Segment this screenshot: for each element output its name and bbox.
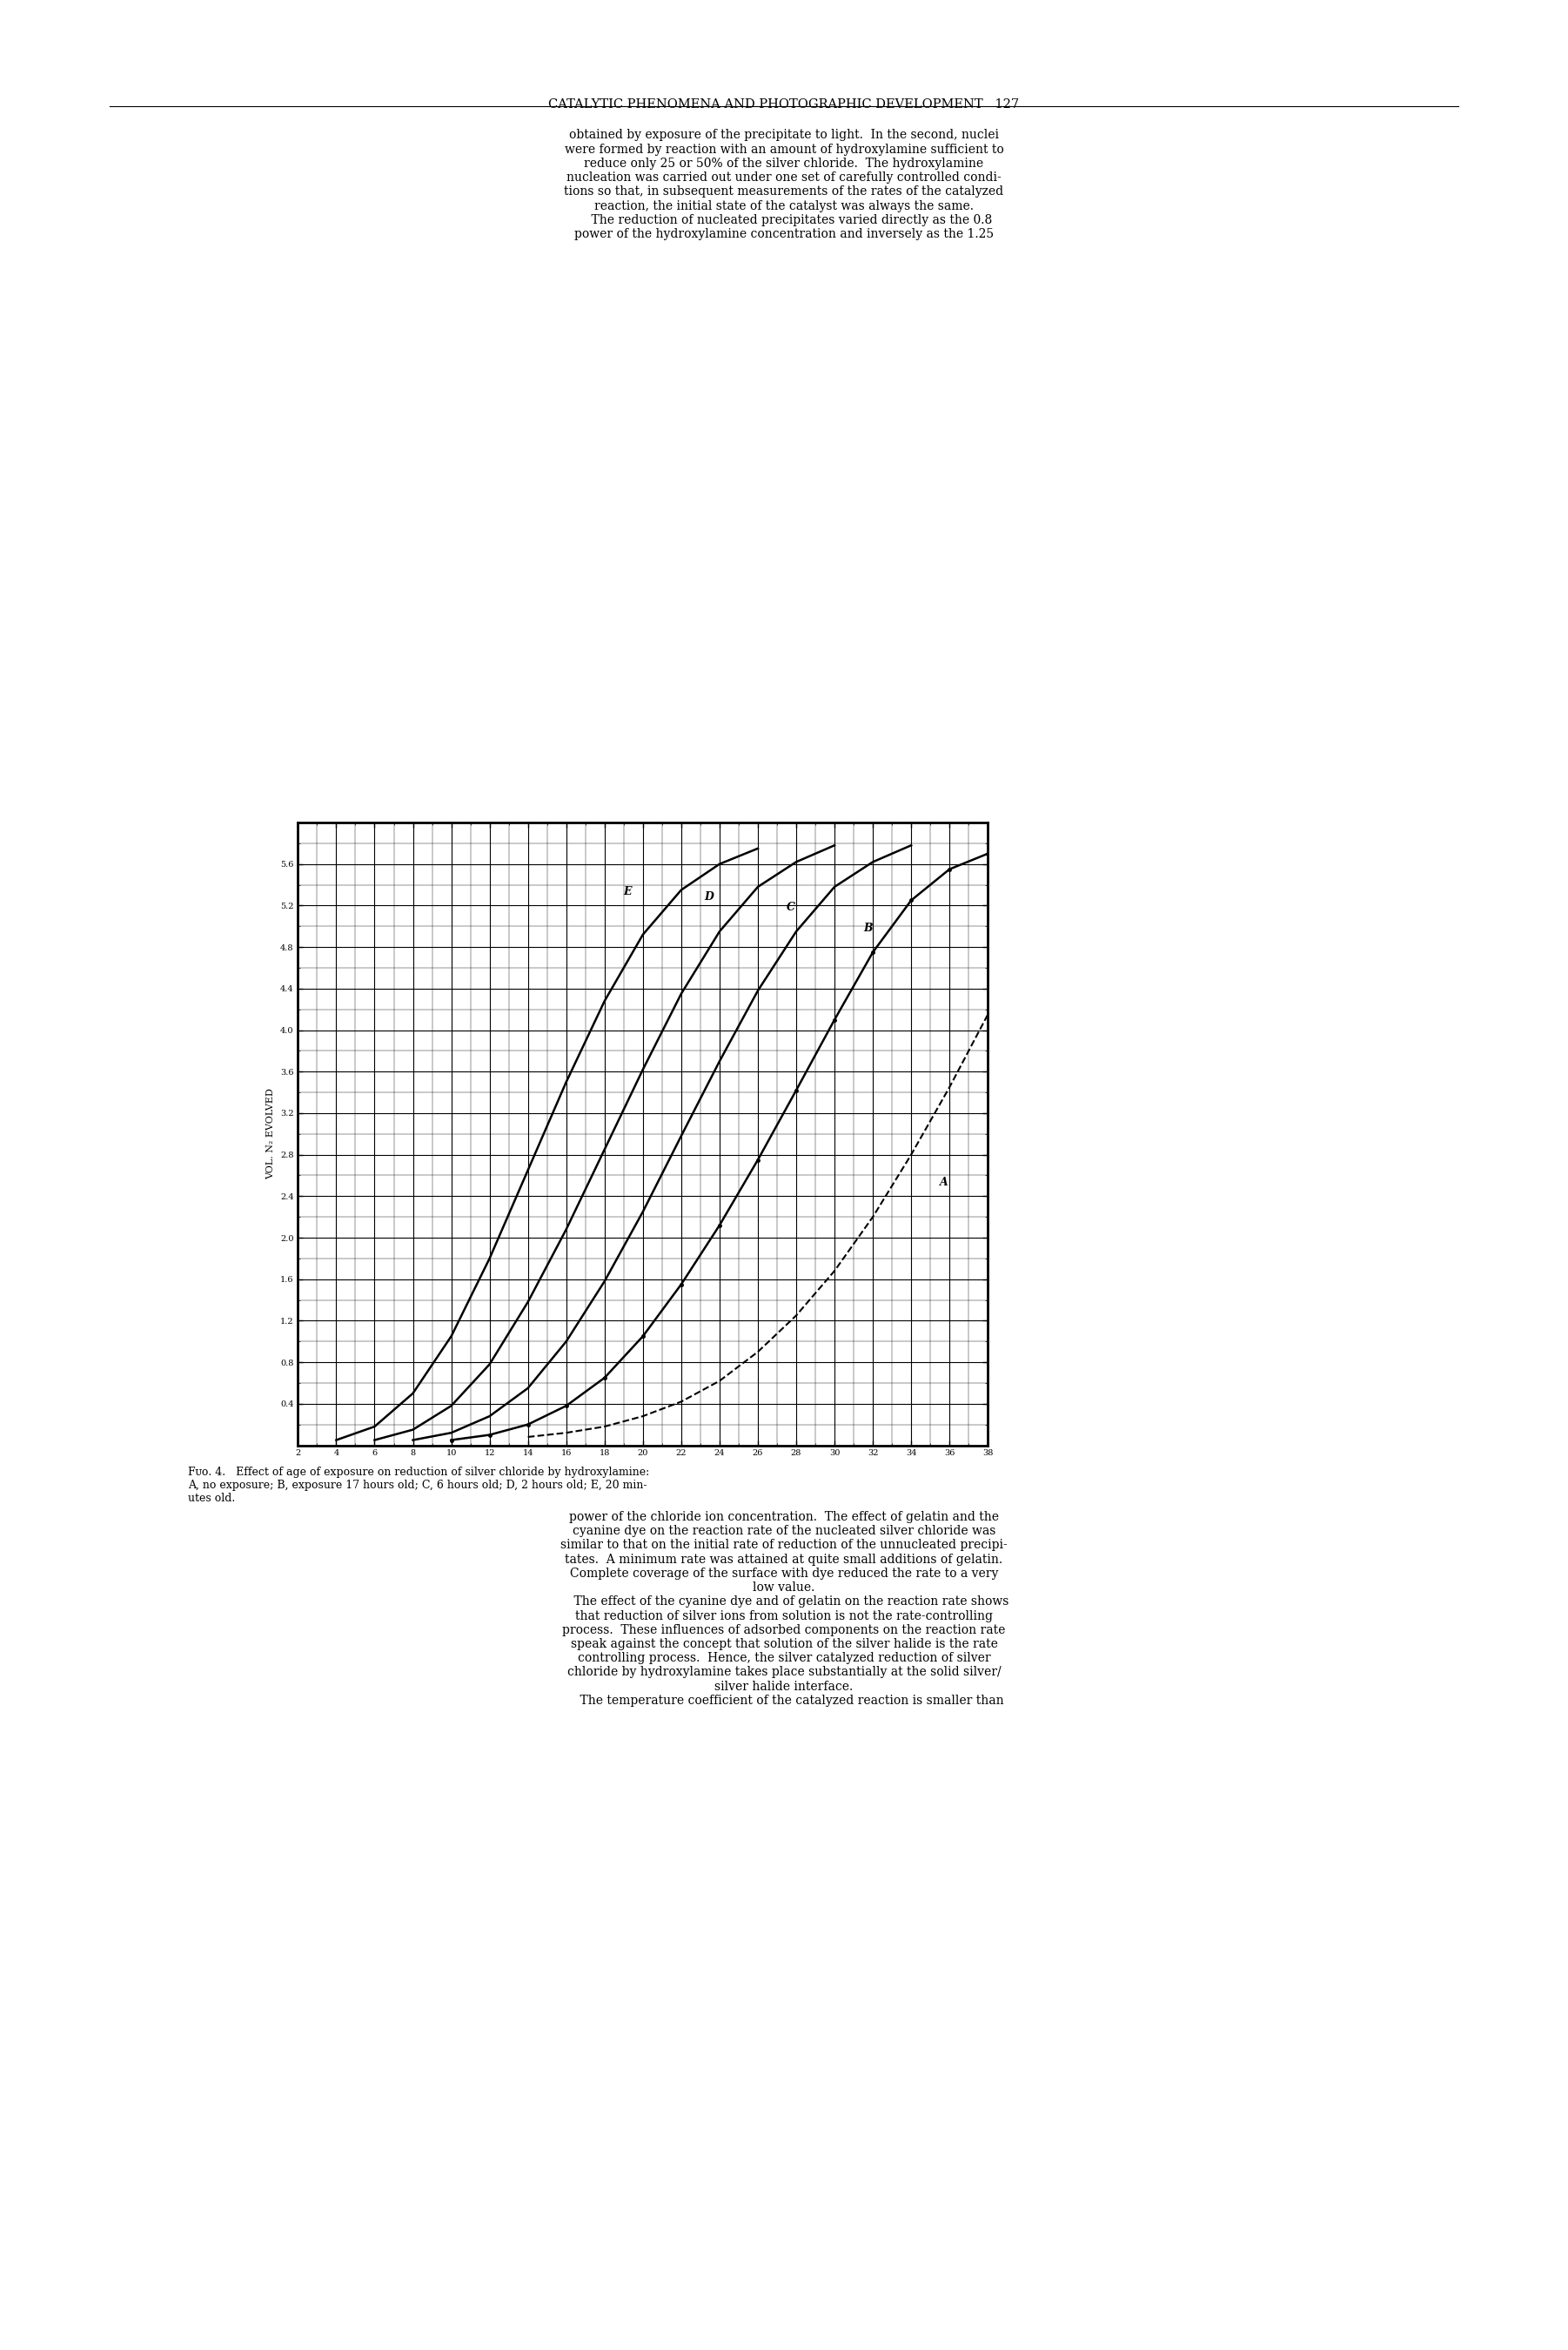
Text: E: E: [624, 886, 632, 898]
Y-axis label: VOL. N₂ EVOLVED: VOL. N₂ EVOLVED: [267, 1088, 276, 1180]
Text: A: A: [939, 1177, 949, 1189]
Text: power of the chloride ion concentration.  The effect of gelatin and the
cyanine : power of the chloride ion concentration.…: [558, 1511, 1010, 1706]
Text: B: B: [864, 924, 872, 933]
Text: D: D: [704, 891, 713, 902]
Text: CATALYTIC PHENOMENA AND PHOTOGRAPHIC DEVELOPMENT   127: CATALYTIC PHENOMENA AND PHOTOGRAPHIC DEV…: [549, 99, 1019, 110]
Text: Fᴜᴏ. 4.   Effect of age of exposure on reduction of silver chloride by hydroxyla: Fᴜᴏ. 4. Effect of age of exposure on red…: [188, 1466, 649, 1504]
Text: obtained by exposure of the precipitate to light.  In the second, nuclei
were fo: obtained by exposure of the precipitate …: [564, 129, 1004, 240]
Text: C: C: [787, 902, 795, 914]
